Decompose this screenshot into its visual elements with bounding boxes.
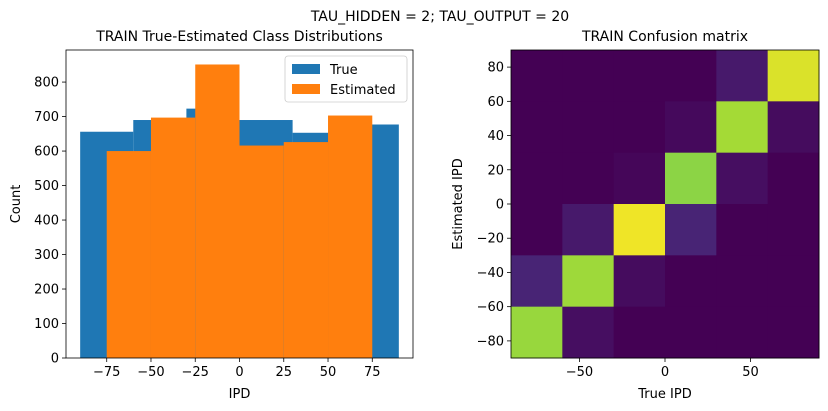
matrix-cell-r4-c4 <box>716 255 769 308</box>
matrix-cell-r3-c5 <box>767 204 820 256</box>
matrix-cell-r1-c0 <box>511 101 563 154</box>
matrix-y-tick-label: 60 <box>487 95 504 110</box>
estimated-bar-3 <box>239 145 284 358</box>
matrix-cell-r0-c0 <box>511 50 563 102</box>
matrix-cell-r3-c1 <box>562 204 615 256</box>
matrix-cell-r1-c1 <box>562 101 615 154</box>
estimated-bar-0 <box>106 151 151 358</box>
matrix-y-tick-label: 20 <box>487 163 504 178</box>
matrix-cell-r5-c5 <box>767 306 820 359</box>
histogram-x-tick-label: 50 <box>320 365 337 380</box>
matrix-cell-r0-c1 <box>562 50 615 102</box>
matrix-cell-r1-c4 <box>716 101 769 154</box>
matrix-x-axis-label: True IPD <box>637 387 691 402</box>
matrix-y-tick-label: 40 <box>487 129 504 144</box>
histogram-y-tick-label: 500 <box>34 179 59 194</box>
estimated-bar-4 <box>283 142 329 358</box>
histogram-y-tick-label: 300 <box>34 248 59 263</box>
matrix-cell-r0-c3 <box>665 50 717 102</box>
legend-label-true: True <box>329 63 358 78</box>
matrix-y-tick-label: −80 <box>477 334 504 349</box>
legend-swatch-true <box>292 64 320 74</box>
matrix-y-tick-label: 0 <box>496 198 504 213</box>
matrix-cell-r5-c3 <box>665 306 717 359</box>
matrix-cell-r5-c0 <box>511 306 563 359</box>
matrix-cell-r0-c4 <box>716 50 769 102</box>
histogram-x-tick-label: 25 <box>275 365 292 380</box>
matrix-cell-r3-c3 <box>665 204 717 256</box>
histogram-legend: True Estimated <box>284 55 408 103</box>
matrix-cell-r4-c3 <box>665 255 717 308</box>
legend-swatch-estimated <box>292 84 320 94</box>
matrix-cell-r4-c2 <box>613 255 666 308</box>
matrix-cell-r1-c5 <box>767 101 820 154</box>
histogram-y-tick-label: 100 <box>34 317 59 332</box>
histogram-panel: −75 −50 −25 0 25 50 75 0 100 200 300 400 500 600 700 80… <box>9 29 414 402</box>
matrix-x-tick-label: 0 <box>661 365 669 380</box>
histogram-y-tick-label: 200 <box>34 283 59 298</box>
histogram-x-axis-label: IPD <box>229 387 251 402</box>
matrix-cell-r3-c0 <box>511 204 563 256</box>
matrix-cell-r2-c4 <box>716 152 769 205</box>
histogram-x-tick-label: 0 <box>235 365 243 380</box>
estimated-bar-5 <box>328 115 373 358</box>
matrix-cell-r2-c1 <box>562 152 615 205</box>
matrix-cell-r4-c0 <box>511 255 563 308</box>
matrix-cell-r3-c2 <box>613 204 666 256</box>
matrix-x-tick-label: −50 <box>566 365 593 380</box>
matrix-y-tick-label: −60 <box>477 300 504 315</box>
histogram-y-tick-label: 600 <box>34 145 59 160</box>
matrix-y-tick-label: 80 <box>487 61 504 76</box>
histogram-title: TRAIN True-Estimated Class Distributions <box>95 29 383 45</box>
matrix-cell-r0-c5 <box>767 50 820 102</box>
histogram-x-tick-label: 75 <box>364 365 381 380</box>
histogram-y-tick-label: 400 <box>34 214 59 229</box>
matrix-cell-r3-c4 <box>716 204 769 256</box>
histogram-x-tick-label: −50 <box>137 365 164 380</box>
matrix-cell-r0-c2 <box>613 50 666 102</box>
matrix-cell-r2-c0 <box>511 152 563 205</box>
matrix-cell-r2-c2 <box>613 152 666 205</box>
matrix-cell-r1-c3 <box>665 101 717 154</box>
matrix-cell-r1-c2 <box>613 101 666 154</box>
histogram-x-tick-label: −25 <box>182 365 209 380</box>
histogram-y-axis-label: Count <box>9 185 24 224</box>
matrix-cell-r5-c1 <box>562 306 615 359</box>
estimated-bar-2 <box>195 64 240 359</box>
figure-title: TAU_HIDDEN = 2; TAU_OUTPUT = 20 <box>310 9 569 25</box>
histogram-x-tick-label: −75 <box>93 365 120 380</box>
legend-label-estimated: Estimated <box>330 83 396 98</box>
matrix-title: TRAIN Confusion matrix <box>581 29 748 45</box>
matrix-cell-r2-c3 <box>665 152 717 205</box>
matrix-cell-r2-c5 <box>767 152 820 205</box>
matrix-cell-r5-c2 <box>613 306 666 359</box>
matrix-y-axis-label: Estimated IPD <box>451 158 466 250</box>
matrix-y-tick-label: −40 <box>477 266 504 281</box>
matrix-cell-r4-c1 <box>562 255 615 308</box>
confusion-matrix-panel: −50 0 50 −80 −60 −40 −20 0 20 40 60 80 TRAIN Confusi… <box>451 29 820 402</box>
matrix-cell-r5-c4 <box>716 306 769 359</box>
estimated-bar-1 <box>150 117 196 358</box>
matrix-cell-r4-c5 <box>767 255 820 308</box>
histogram-y-tick-label: 700 <box>34 110 59 125</box>
histogram-y-tick-label: 0 <box>51 352 59 367</box>
histogram-y-tick-label: 800 <box>34 76 59 91</box>
matrix-x-tick-label: 50 <box>742 365 759 380</box>
matrix-y-tick-label: −20 <box>477 232 504 247</box>
